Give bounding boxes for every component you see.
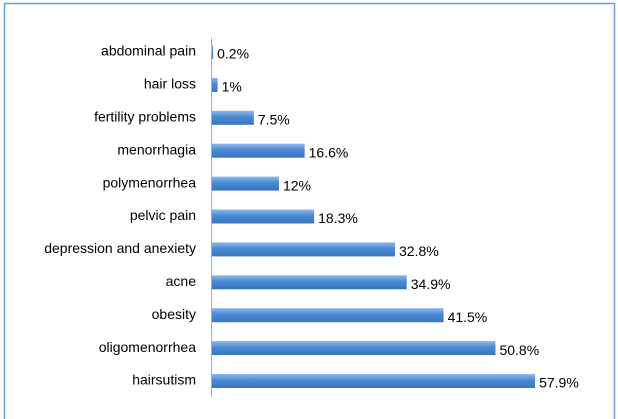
bar: [212, 176, 279, 191]
value-label: 7.5%: [258, 112, 290, 128]
value-label: 18.3%: [318, 210, 358, 226]
value-label: 32.8%: [399, 243, 439, 259]
value-label: 0.2%: [217, 46, 249, 62]
bar: [212, 275, 407, 290]
bar: [212, 143, 305, 158]
value-label: 57.9%: [539, 375, 579, 391]
value-label: 50.8%: [499, 342, 539, 358]
value-label: 34.9%: [411, 276, 451, 292]
category-label: acne: [166, 273, 197, 289]
bar: [212, 308, 444, 323]
bar: [212, 341, 496, 356]
category-label: abdominal pain: [101, 43, 196, 59]
category-label: fertility problems: [94, 109, 196, 125]
category-label: obesity: [152, 306, 196, 322]
value-label: 41.5%: [448, 309, 488, 325]
category-label: polymenorrhea: [103, 174, 197, 190]
value-label: 1%: [222, 79, 242, 95]
category-label: menorrhagia: [117, 141, 196, 157]
category-label: depression and anexiety: [44, 240, 196, 256]
bar: [212, 209, 315, 224]
category-label: hairsutism: [132, 372, 196, 388]
value-label: 12%: [283, 177, 311, 193]
bar: [212, 45, 214, 59]
category-label: pelvic pain: [130, 207, 196, 223]
category-label: oligomenorrhea: [99, 339, 196, 355]
bar: [212, 110, 254, 125]
bar: [212, 374, 536, 388]
bar: [212, 77, 218, 92]
bar: [212, 242, 396, 257]
value-label: 16.6%: [309, 144, 349, 160]
category-label: hair loss: [144, 76, 196, 92]
